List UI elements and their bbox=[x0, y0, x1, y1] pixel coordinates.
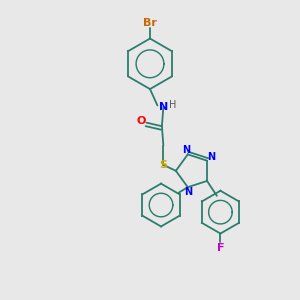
Text: F: F bbox=[217, 242, 224, 253]
Text: H: H bbox=[169, 100, 176, 110]
Text: N: N bbox=[182, 145, 190, 155]
Text: N: N bbox=[207, 152, 215, 162]
Text: N: N bbox=[184, 187, 192, 197]
Text: Br: Br bbox=[143, 18, 157, 28]
Text: N: N bbox=[159, 102, 168, 112]
Text: O: O bbox=[136, 116, 146, 126]
Text: S: S bbox=[159, 160, 167, 170]
